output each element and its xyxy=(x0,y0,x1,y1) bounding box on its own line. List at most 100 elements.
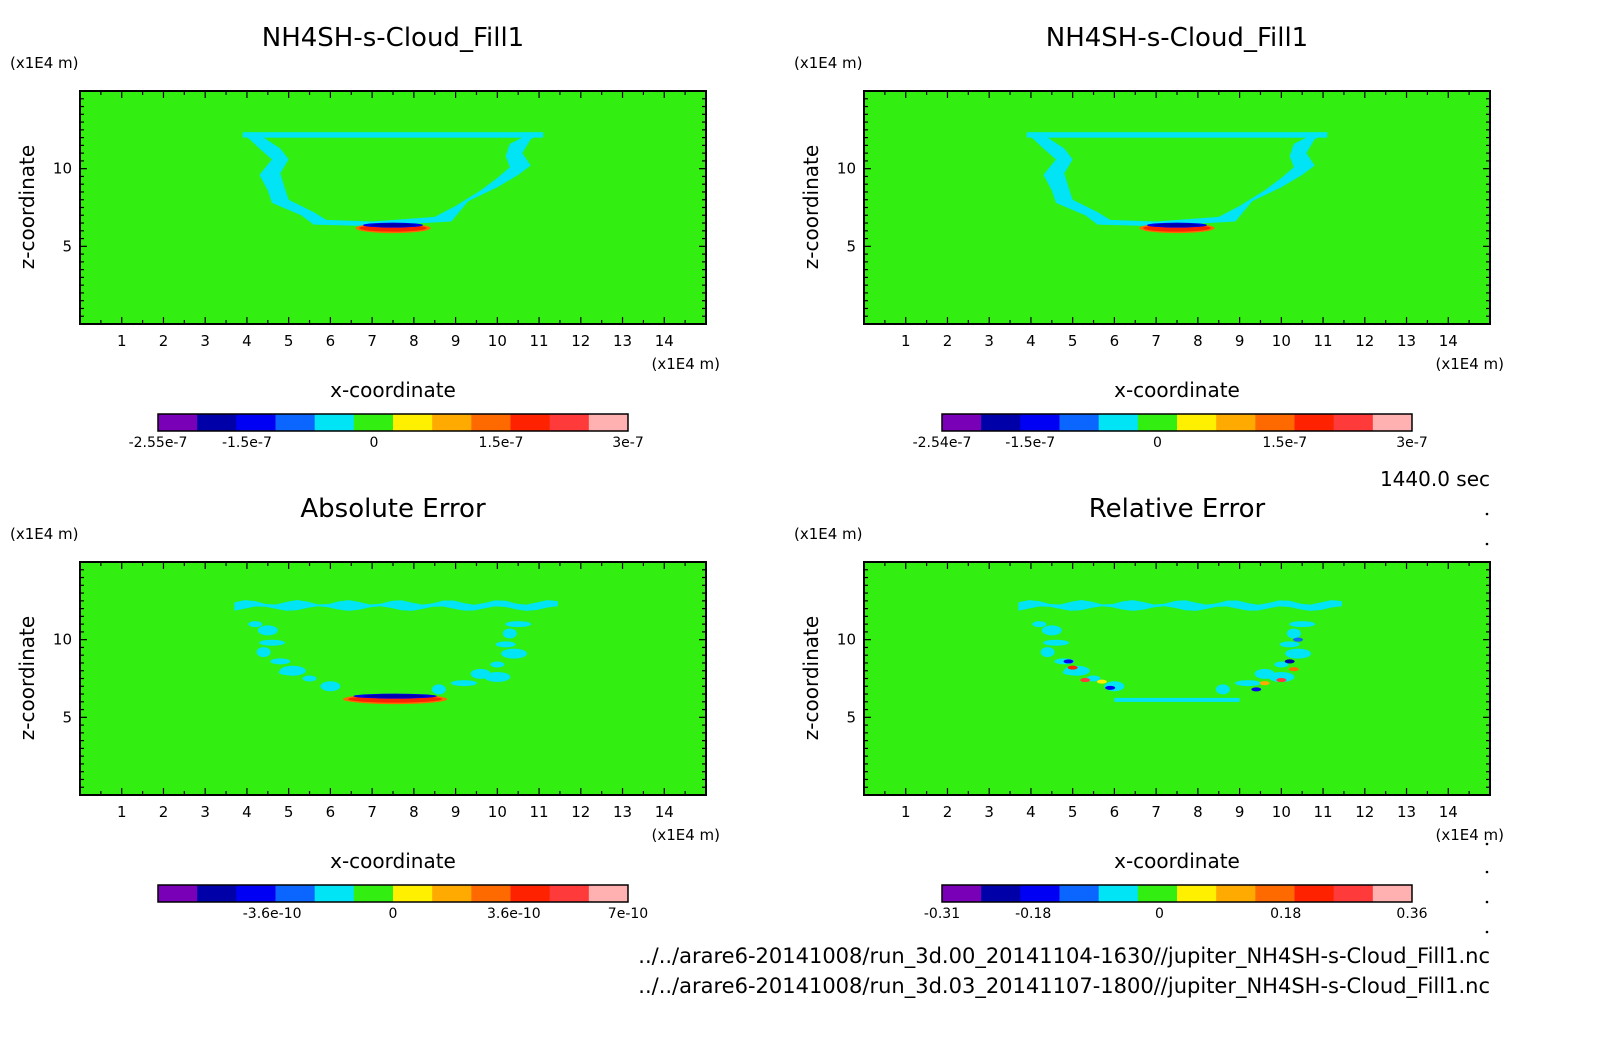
x-tick-label: 11 xyxy=(530,803,549,821)
colorbar-segment xyxy=(432,885,472,902)
x-tick-label: 6 xyxy=(326,332,336,350)
cloud-interior xyxy=(263,137,523,222)
colorbar-frame xyxy=(941,413,1413,432)
x-tick-label: 14 xyxy=(1439,332,1458,350)
colorbar-segment xyxy=(1294,885,1335,902)
error-top-band xyxy=(234,600,558,611)
colorbar-segment xyxy=(432,414,472,431)
colorbar-segment xyxy=(275,414,316,431)
x-tick-label: 12 xyxy=(1355,803,1374,821)
x-unit-label: (x1E4 m) xyxy=(1435,355,1504,373)
base-concentration xyxy=(1154,223,1200,227)
error-patch xyxy=(505,621,532,628)
x-tick-label: 8 xyxy=(1193,332,1203,350)
colorbar-label: 1.5e-7 xyxy=(1262,435,1307,451)
chart-panel-1: NH4SH-s-Cloud_Fill1(x1E4 m)1 2 3 4 5 6 7 8 9 10 11… xyxy=(10,23,720,451)
colorbar-segment xyxy=(1020,414,1060,431)
colorbar-segment xyxy=(588,414,629,431)
error-speckle xyxy=(1251,687,1262,692)
error-speckle xyxy=(1284,659,1295,664)
margin-dot xyxy=(1485,842,1489,846)
file-path-label: ../../arare6-20141008/run_3d.00_20141104… xyxy=(638,944,1490,969)
colorbar-segment xyxy=(197,414,237,431)
colorbar-segment xyxy=(275,885,316,902)
x-tick-label: 3 xyxy=(984,332,994,350)
error-patch xyxy=(1215,684,1230,695)
x-tick-label: 12 xyxy=(571,803,590,821)
cloud-top-band xyxy=(242,132,544,138)
colorbar-segment xyxy=(1137,885,1178,902)
x-tick-label: 1 xyxy=(901,332,911,350)
colorbar-frame xyxy=(941,884,1413,903)
chart-panel-4: Relative Error(x1E4 m)1 2 3 4 5 6 7 8 9 10 11 12 13 1… xyxy=(794,494,1504,922)
x-tick-label: 4 xyxy=(242,332,252,350)
colorbar-label: 0 xyxy=(1155,906,1164,922)
colorbar-segment xyxy=(1372,885,1413,902)
error-patch xyxy=(1032,621,1047,628)
colorbar-segment xyxy=(1216,414,1256,431)
colorbar-label: 0.18 xyxy=(1270,906,1301,922)
x-tick-label: 2 xyxy=(943,332,953,350)
colorbar-segment xyxy=(549,414,590,431)
error-patch xyxy=(278,669,299,676)
base-concentration xyxy=(370,223,416,227)
margin-dot xyxy=(1485,870,1489,874)
chart-title: NH4SH-s-Cloud_Fill1 xyxy=(1046,23,1308,53)
margin-dot xyxy=(1485,512,1489,516)
colorbar-segment xyxy=(314,414,355,431)
colorbar-segment xyxy=(1255,885,1295,902)
error-patch xyxy=(1274,661,1289,668)
colorbar-segment xyxy=(588,885,629,902)
x-tick-label: 12 xyxy=(1355,332,1374,350)
colorbar-label: 3e-7 xyxy=(612,435,643,451)
colorbar-frame xyxy=(157,413,629,432)
x-tick-label: 9 xyxy=(1235,803,1245,821)
x-tick-label: 1 xyxy=(117,803,127,821)
x-tick-label: 13 xyxy=(613,803,632,821)
error-patch xyxy=(1268,671,1295,682)
colorbar-label: 3e-7 xyxy=(1396,435,1427,451)
colorbar-segment xyxy=(1177,414,1217,431)
x-tick-label: 6 xyxy=(1110,803,1120,821)
error-patch xyxy=(501,648,528,659)
heatmap-contours xyxy=(242,132,544,234)
y-tick-label: 5 xyxy=(62,237,72,255)
colorbar-segment xyxy=(393,885,433,902)
error-patch xyxy=(490,661,505,668)
y-axis-label: z-coordinate xyxy=(799,616,823,740)
colorbar-label: -2.54e-7 xyxy=(913,435,972,451)
heatmap-field xyxy=(864,562,1490,795)
file-path-label: ../../arare6-20141008/run_3d.03_20141107… xyxy=(638,974,1490,999)
x-tick-label: 5 xyxy=(1068,803,1078,821)
chart-title: Absolute Error xyxy=(300,494,486,524)
y-tick-label: 10 xyxy=(837,631,856,649)
x-tick-label: 14 xyxy=(1439,803,1458,821)
colorbar-label: -0.18 xyxy=(1015,906,1051,922)
x-tick-label: 7 xyxy=(1151,803,1161,821)
error-patch xyxy=(1285,648,1312,659)
colorbar-segment xyxy=(1059,885,1100,902)
y-tick-label: 10 xyxy=(837,160,856,178)
colorbar-segment xyxy=(981,414,1021,431)
x-axis-label: x-coordinate xyxy=(330,378,456,402)
colorbar-label: 0 xyxy=(369,435,378,451)
x-tick-label: 9 xyxy=(451,803,461,821)
margin-dot xyxy=(1485,930,1489,934)
x-axis-label: x-coordinate xyxy=(1114,849,1240,873)
colorbar-segment xyxy=(1333,414,1374,431)
colorbar-label: 0 xyxy=(1153,435,1162,451)
x-unit-label: (x1E4 m) xyxy=(651,826,720,844)
error-patch xyxy=(495,641,516,648)
x-tick-label: 3 xyxy=(984,803,994,821)
colorbar-label: -1.5e-7 xyxy=(222,435,272,451)
y-unit-label: (x1E4 m) xyxy=(10,525,79,543)
x-tick-label: 2 xyxy=(943,803,953,821)
x-tick-label: 11 xyxy=(1314,803,1333,821)
error-patch xyxy=(1041,625,1062,636)
x-tick-label: 12 xyxy=(571,332,590,350)
colorbar-label: -2.55e-7 xyxy=(129,435,188,451)
error-patch xyxy=(320,681,341,692)
time-label: 1440.0 sec xyxy=(1380,467,1490,491)
error-patch xyxy=(1289,621,1316,628)
x-unit-label: (x1E4 m) xyxy=(651,355,720,373)
